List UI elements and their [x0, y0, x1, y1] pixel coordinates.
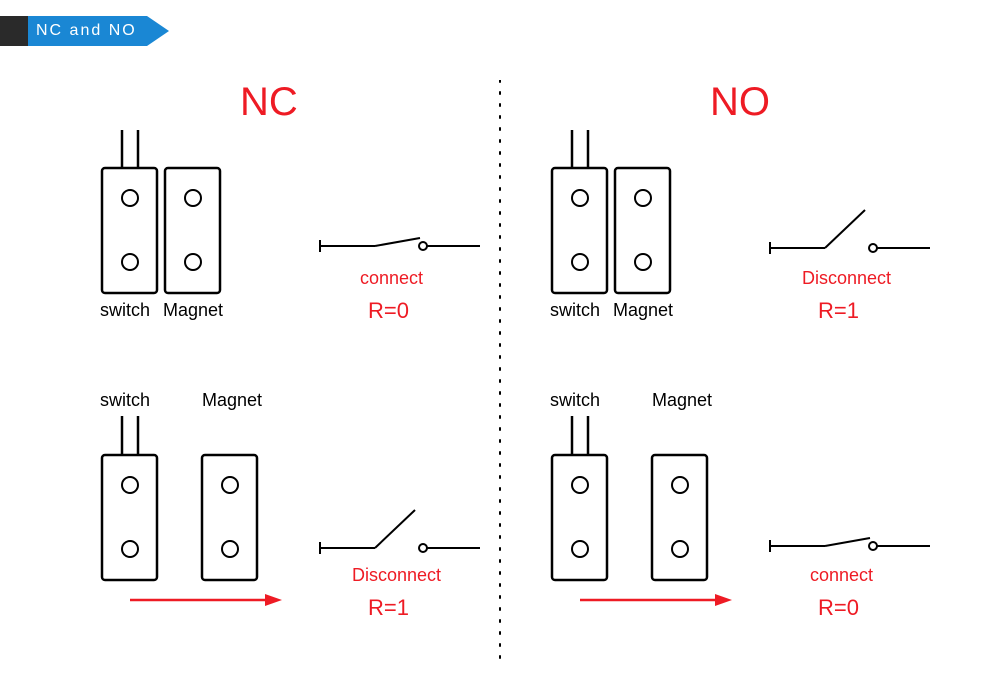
header-tab: NC and NO — [0, 16, 169, 46]
header-title: NC and NO — [28, 16, 147, 46]
contact-closed-icon — [765, 510, 935, 570]
column-divider-icon — [496, 80, 504, 660]
contact-open-icon — [315, 500, 485, 570]
state-label: Disconnect — [352, 565, 441, 586]
header-arrow-tip — [147, 16, 169, 46]
quadrant-no-far: switch Magnet connect R=0 — [510, 400, 940, 660]
state-label: Disconnect — [802, 268, 891, 289]
switch-label: switch — [100, 300, 150, 321]
switch-label: switch — [550, 300, 600, 321]
magnet-label: Magnet — [613, 300, 673, 321]
magnet-label: Magnet — [163, 300, 223, 321]
state-label: connect — [360, 268, 423, 289]
title-no: NO — [710, 80, 770, 125]
r-value: R=0 — [368, 298, 409, 324]
title-nc: NC — [240, 80, 298, 125]
r-value: R=0 — [818, 595, 859, 621]
r-value: R=1 — [368, 595, 409, 621]
quadrant-nc-close: switch Magnet connect R=0 — [60, 150, 490, 380]
r-value: R=1 — [818, 298, 859, 324]
header-dark-block — [0, 16, 28, 46]
state-label: connect — [810, 565, 873, 586]
header-title-text: NC and NO — [36, 22, 137, 40]
quadrant-nc-far: switch Magnet Disconnect R=1 — [60, 400, 490, 660]
quadrant-no-close: switch Magnet Disconnect R=1 — [510, 150, 940, 380]
contact-closed-icon — [315, 210, 485, 270]
contact-open-icon — [765, 200, 935, 270]
